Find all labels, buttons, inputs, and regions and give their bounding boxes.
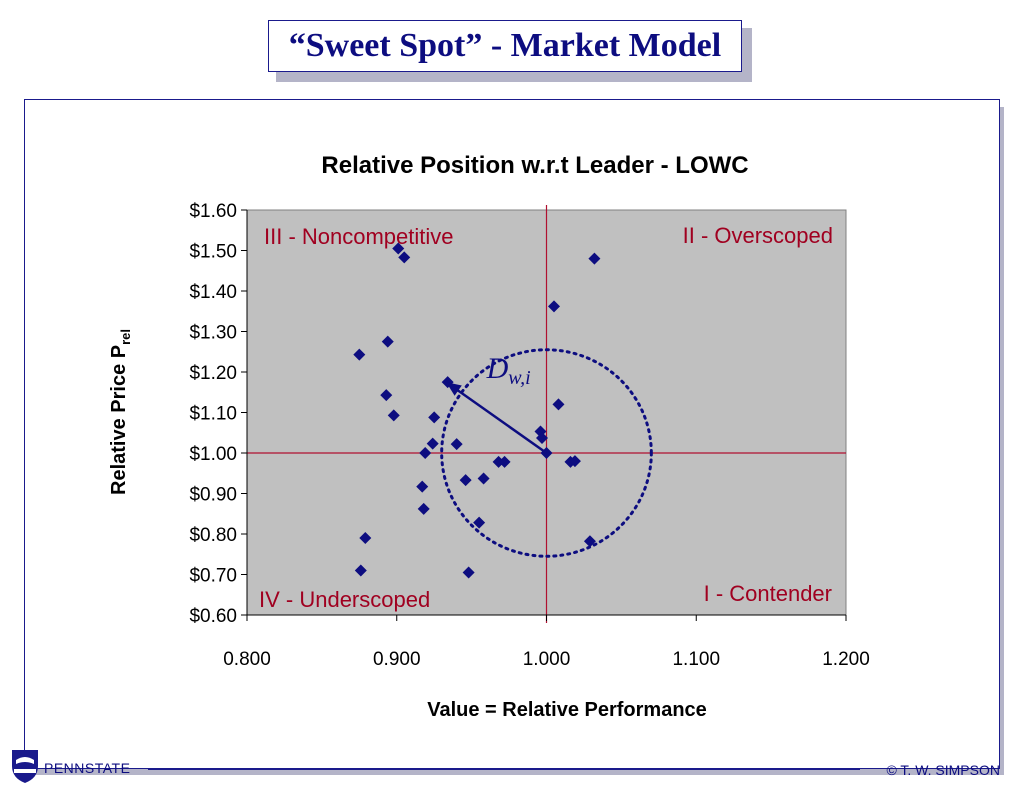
data-point bbox=[398, 251, 411, 264]
data-point bbox=[426, 437, 439, 450]
data-point bbox=[568, 455, 581, 468]
y-tick-label: $1.60 bbox=[189, 201, 237, 222]
data-point bbox=[381, 335, 394, 348]
slide-title: “Sweet Spot” - Market Model bbox=[268, 20, 742, 72]
x-axis-label: Value = Relative Performance bbox=[427, 699, 707, 721]
pennstate-wordmark: PENNSTATE bbox=[44, 760, 131, 776]
y-axis-label-main: Relative Price P bbox=[108, 345, 130, 495]
data-point bbox=[547, 300, 560, 313]
y-tick-label: $1.40 bbox=[189, 282, 237, 303]
distance-arrow-line bbox=[445, 381, 548, 455]
y-tick-label: $0.80 bbox=[189, 525, 237, 546]
y-tick-label: $1.00 bbox=[189, 444, 237, 465]
distance-annotation-main: D bbox=[486, 352, 509, 385]
data-point bbox=[417, 502, 430, 515]
data-point bbox=[450, 438, 463, 451]
data-point bbox=[354, 564, 367, 577]
data-point bbox=[536, 432, 549, 445]
y-tick-label: $1.10 bbox=[189, 404, 237, 425]
data-point bbox=[380, 389, 393, 402]
data-point bbox=[353, 348, 366, 361]
pennstate-shield-icon bbox=[12, 750, 38, 783]
quadrant-label-underscoped: IV - Underscoped bbox=[259, 587, 430, 612]
data-point bbox=[359, 532, 372, 545]
y-tick-label: $0.60 bbox=[189, 606, 237, 627]
y-tick-label: $1.50 bbox=[189, 242, 237, 263]
data-point bbox=[459, 474, 472, 487]
data-point bbox=[552, 398, 565, 411]
y-axis-label-sub: rel bbox=[118, 329, 133, 345]
x-tick-label: 1.100 bbox=[672, 649, 720, 670]
data-point bbox=[477, 472, 490, 485]
data-point bbox=[498, 455, 511, 468]
quadrant-label-noncompetitive: III - Noncompetitive bbox=[264, 224, 454, 249]
data-point bbox=[416, 480, 429, 493]
data-point bbox=[588, 252, 601, 265]
data-point bbox=[428, 411, 441, 424]
data-point bbox=[473, 516, 486, 529]
distance-arrow-head bbox=[446, 382, 462, 396]
distance-annotation: Dw,i bbox=[486, 352, 531, 389]
chart-title: Relative Position w.r.t Leader - LOWC bbox=[321, 152, 748, 179]
data-point bbox=[392, 242, 405, 255]
data-point bbox=[419, 447, 432, 459]
footer-divider bbox=[148, 768, 860, 770]
x-tick-label: 1.000 bbox=[523, 649, 571, 670]
data-point bbox=[462, 566, 475, 579]
x-tick-label: 0.900 bbox=[373, 649, 421, 670]
y-tick-label: $1.20 bbox=[189, 363, 237, 384]
y-axis-label: Relative Price Prel bbox=[108, 329, 133, 495]
quadrant-label-overscoped: II - Overscoped bbox=[683, 223, 833, 248]
y-tick-label: $0.70 bbox=[189, 566, 237, 587]
y-tick-label: $1.30 bbox=[189, 323, 237, 344]
y-tick-label: $0.90 bbox=[189, 485, 237, 506]
distance-annotation-sub: w,i bbox=[508, 367, 530, 389]
x-tick-label: 0.800 bbox=[223, 649, 271, 670]
data-point bbox=[583, 535, 596, 548]
copyright-text: © T. W. SIMPSON bbox=[886, 762, 1000, 778]
data-point bbox=[387, 409, 400, 422]
sweet-spot-circle bbox=[440, 348, 653, 558]
x-tick-label: 1.200 bbox=[822, 649, 870, 670]
quadrant-label-contender: I - Contender bbox=[704, 581, 832, 606]
